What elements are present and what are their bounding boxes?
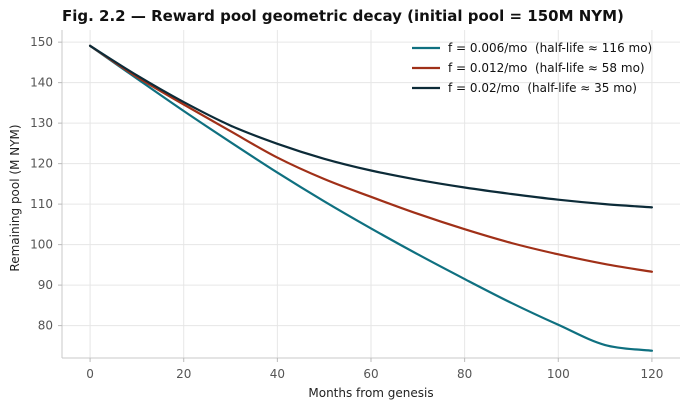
grid	[62, 30, 680, 358]
x-tick-label: 20	[176, 367, 191, 381]
legend-label-2: f = 0.012/mo (half-life ≈ 58 mo)	[448, 61, 645, 75]
y-tick-label: 140	[30, 76, 53, 90]
x-tick-label: 60	[363, 367, 378, 381]
legend-label-3: f = 0.02/mo (half-life ≈ 35 mo)	[448, 81, 637, 95]
y-tick-label: 100	[30, 238, 53, 252]
y-tick-label: 130	[30, 116, 53, 130]
series-lines	[88, 44, 654, 352]
y-axis-label: Remaining pool (M NYM)	[8, 124, 22, 271]
legend: f = 0.006/mo (half-life ≈ 116 mo) f = 0.0…	[412, 41, 652, 95]
x-tick-label: 80	[457, 367, 472, 381]
chart-title: Fig. 2.2 — Reward pool geometric decay (…	[62, 7, 624, 25]
y-tick-label: 150	[30, 35, 53, 49]
y-tick-label: 90	[38, 278, 53, 292]
axes: 80 90 100 110 120 130 140 150 0 20 40 60 80 100 120	[30, 30, 680, 381]
x-axis-label: Months from genesis	[308, 386, 433, 400]
legend-label-1: f = 0.006/mo (half-life ≈ 116 mo)	[448, 41, 652, 55]
y-tick-label: 120	[30, 157, 53, 171]
x-tick-label: 120	[640, 367, 663, 381]
y-tick-label: 110	[30, 197, 53, 211]
y-tick-label: 80	[38, 319, 53, 333]
x-tick-label: 40	[270, 367, 285, 381]
series-line-1	[88, 44, 654, 352]
series-line-3	[88, 44, 654, 209]
series-line-2	[88, 44, 654, 273]
x-tick-label: 0	[86, 367, 94, 381]
x-tick-label: 100	[547, 367, 570, 381]
